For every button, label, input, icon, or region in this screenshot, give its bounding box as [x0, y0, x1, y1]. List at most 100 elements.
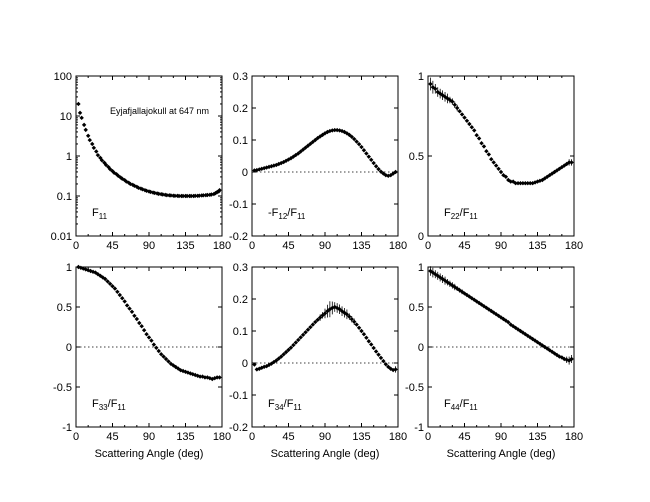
data-point: [110, 284, 115, 289]
y-tick-label: 0.2: [233, 103, 248, 115]
data-point: [144, 332, 149, 337]
data-point: [151, 342, 157, 347]
data-point: [120, 176, 125, 181]
data-point: [515, 181, 521, 186]
y-tick-label: -0.2: [229, 231, 248, 243]
data-point: [484, 149, 489, 154]
data-point: [127, 306, 132, 311]
data-point: [91, 145, 97, 151]
x-tick-label: 0: [73, 240, 79, 252]
data-point: [361, 148, 367, 153]
data-point: [503, 174, 509, 179]
x-tick-label: 45: [282, 431, 294, 443]
data-point: [134, 316, 140, 322]
data-point: [180, 193, 186, 199]
data-point: [469, 125, 474, 130]
data-point: [498, 169, 504, 175]
data-point: [305, 327, 311, 332]
x-tick-label: 135: [176, 431, 194, 443]
data-point: [102, 160, 107, 165]
data-point: [369, 157, 374, 163]
data-point: [95, 152, 101, 158]
data-point: [562, 356, 567, 362]
data-point: [545, 346, 550, 351]
data-point: [364, 151, 369, 156]
data-point: [257, 167, 262, 172]
data-point: [467, 121, 472, 127]
x-tick-label: 180: [389, 431, 407, 443]
data-point: [376, 166, 381, 172]
data-point: [472, 128, 477, 133]
data-point: [210, 376, 215, 382]
x-tick-label: 180: [565, 240, 583, 252]
data-point: [111, 170, 117, 176]
data-point: [313, 319, 318, 325]
x-tick-label: 135: [352, 240, 370, 252]
y-tick-label: -0.5: [405, 382, 424, 394]
data-point: [146, 335, 152, 340]
x-tick-label: 135: [176, 240, 194, 252]
data-point: [506, 320, 511, 325]
data-point: [310, 322, 316, 327]
data-point: [120, 296, 125, 301]
data-point: [130, 182, 135, 188]
data-point: [352, 319, 357, 324]
x-tick-label: 90: [319, 240, 331, 252]
data-point: [542, 176, 547, 181]
data-point: [141, 328, 147, 333]
x-tick-label: 135: [528, 240, 546, 252]
data-point: [366, 154, 371, 159]
data-point: [298, 335, 303, 340]
data-point: [528, 335, 533, 340]
data-point: [520, 181, 526, 186]
x-tick-label: 0: [425, 431, 431, 443]
data-point: [430, 85, 436, 90]
y-tick-label: 1: [418, 71, 424, 83]
data-point: [214, 189, 220, 195]
data-point: [523, 181, 528, 186]
panel-p5: 0 45 90 135 180 0.3 0.2 0.1 0 -0.1 -0.2 F34/F11 Scat…: [229, 262, 407, 460]
data-point: [83, 127, 88, 133]
data-point: [513, 181, 518, 186]
data-point: [156, 348, 161, 354]
data-point: [462, 115, 467, 120]
x-tick-label: 180: [213, 240, 231, 252]
y-tick-label: -0.2: [229, 422, 248, 434]
y-tick-label: 0: [418, 231, 424, 243]
data-point: [378, 355, 384, 361]
data-point: [288, 345, 294, 350]
data-point: [525, 333, 530, 338]
panel-label: F34/F11: [268, 398, 302, 412]
data-point: [479, 141, 484, 146]
x-tick-label: 0: [249, 240, 255, 252]
data-point: [523, 332, 528, 337]
data-point: [154, 345, 159, 350]
x-tick-label: 180: [389, 240, 407, 252]
data-point: [115, 289, 120, 294]
data-point: [286, 347, 291, 353]
data-point: [296, 337, 301, 343]
panel-p4: 0 45 90 135 180 1 0.5 0 -0.5 -1 F33/F11 Scattering …: [53, 262, 231, 460]
y-tick-label: 0.2: [233, 294, 248, 306]
data-point: [371, 160, 376, 166]
data-point: [459, 112, 465, 117]
data-point: [373, 349, 379, 354]
data-point: [315, 317, 320, 322]
x-tick-label: 45: [458, 240, 470, 252]
data-point: [90, 141, 95, 147]
data-point: [344, 312, 350, 317]
data-point: [202, 375, 208, 380]
y-tick-label: 1: [66, 151, 72, 163]
data-point: [525, 181, 530, 186]
data-point: [211, 191, 217, 197]
y-tick-label: -0.5: [53, 382, 72, 394]
data-point: [138, 186, 144, 191]
data-point: [197, 193, 202, 198]
data-point: [322, 131, 328, 136]
data-point: [300, 332, 306, 338]
data-point: [176, 193, 182, 199]
data-point: [149, 338, 154, 343]
data-point: [356, 141, 362, 147]
data-point: [540, 343, 545, 348]
x-axis-label: Scattering Angle (deg): [271, 448, 380, 460]
